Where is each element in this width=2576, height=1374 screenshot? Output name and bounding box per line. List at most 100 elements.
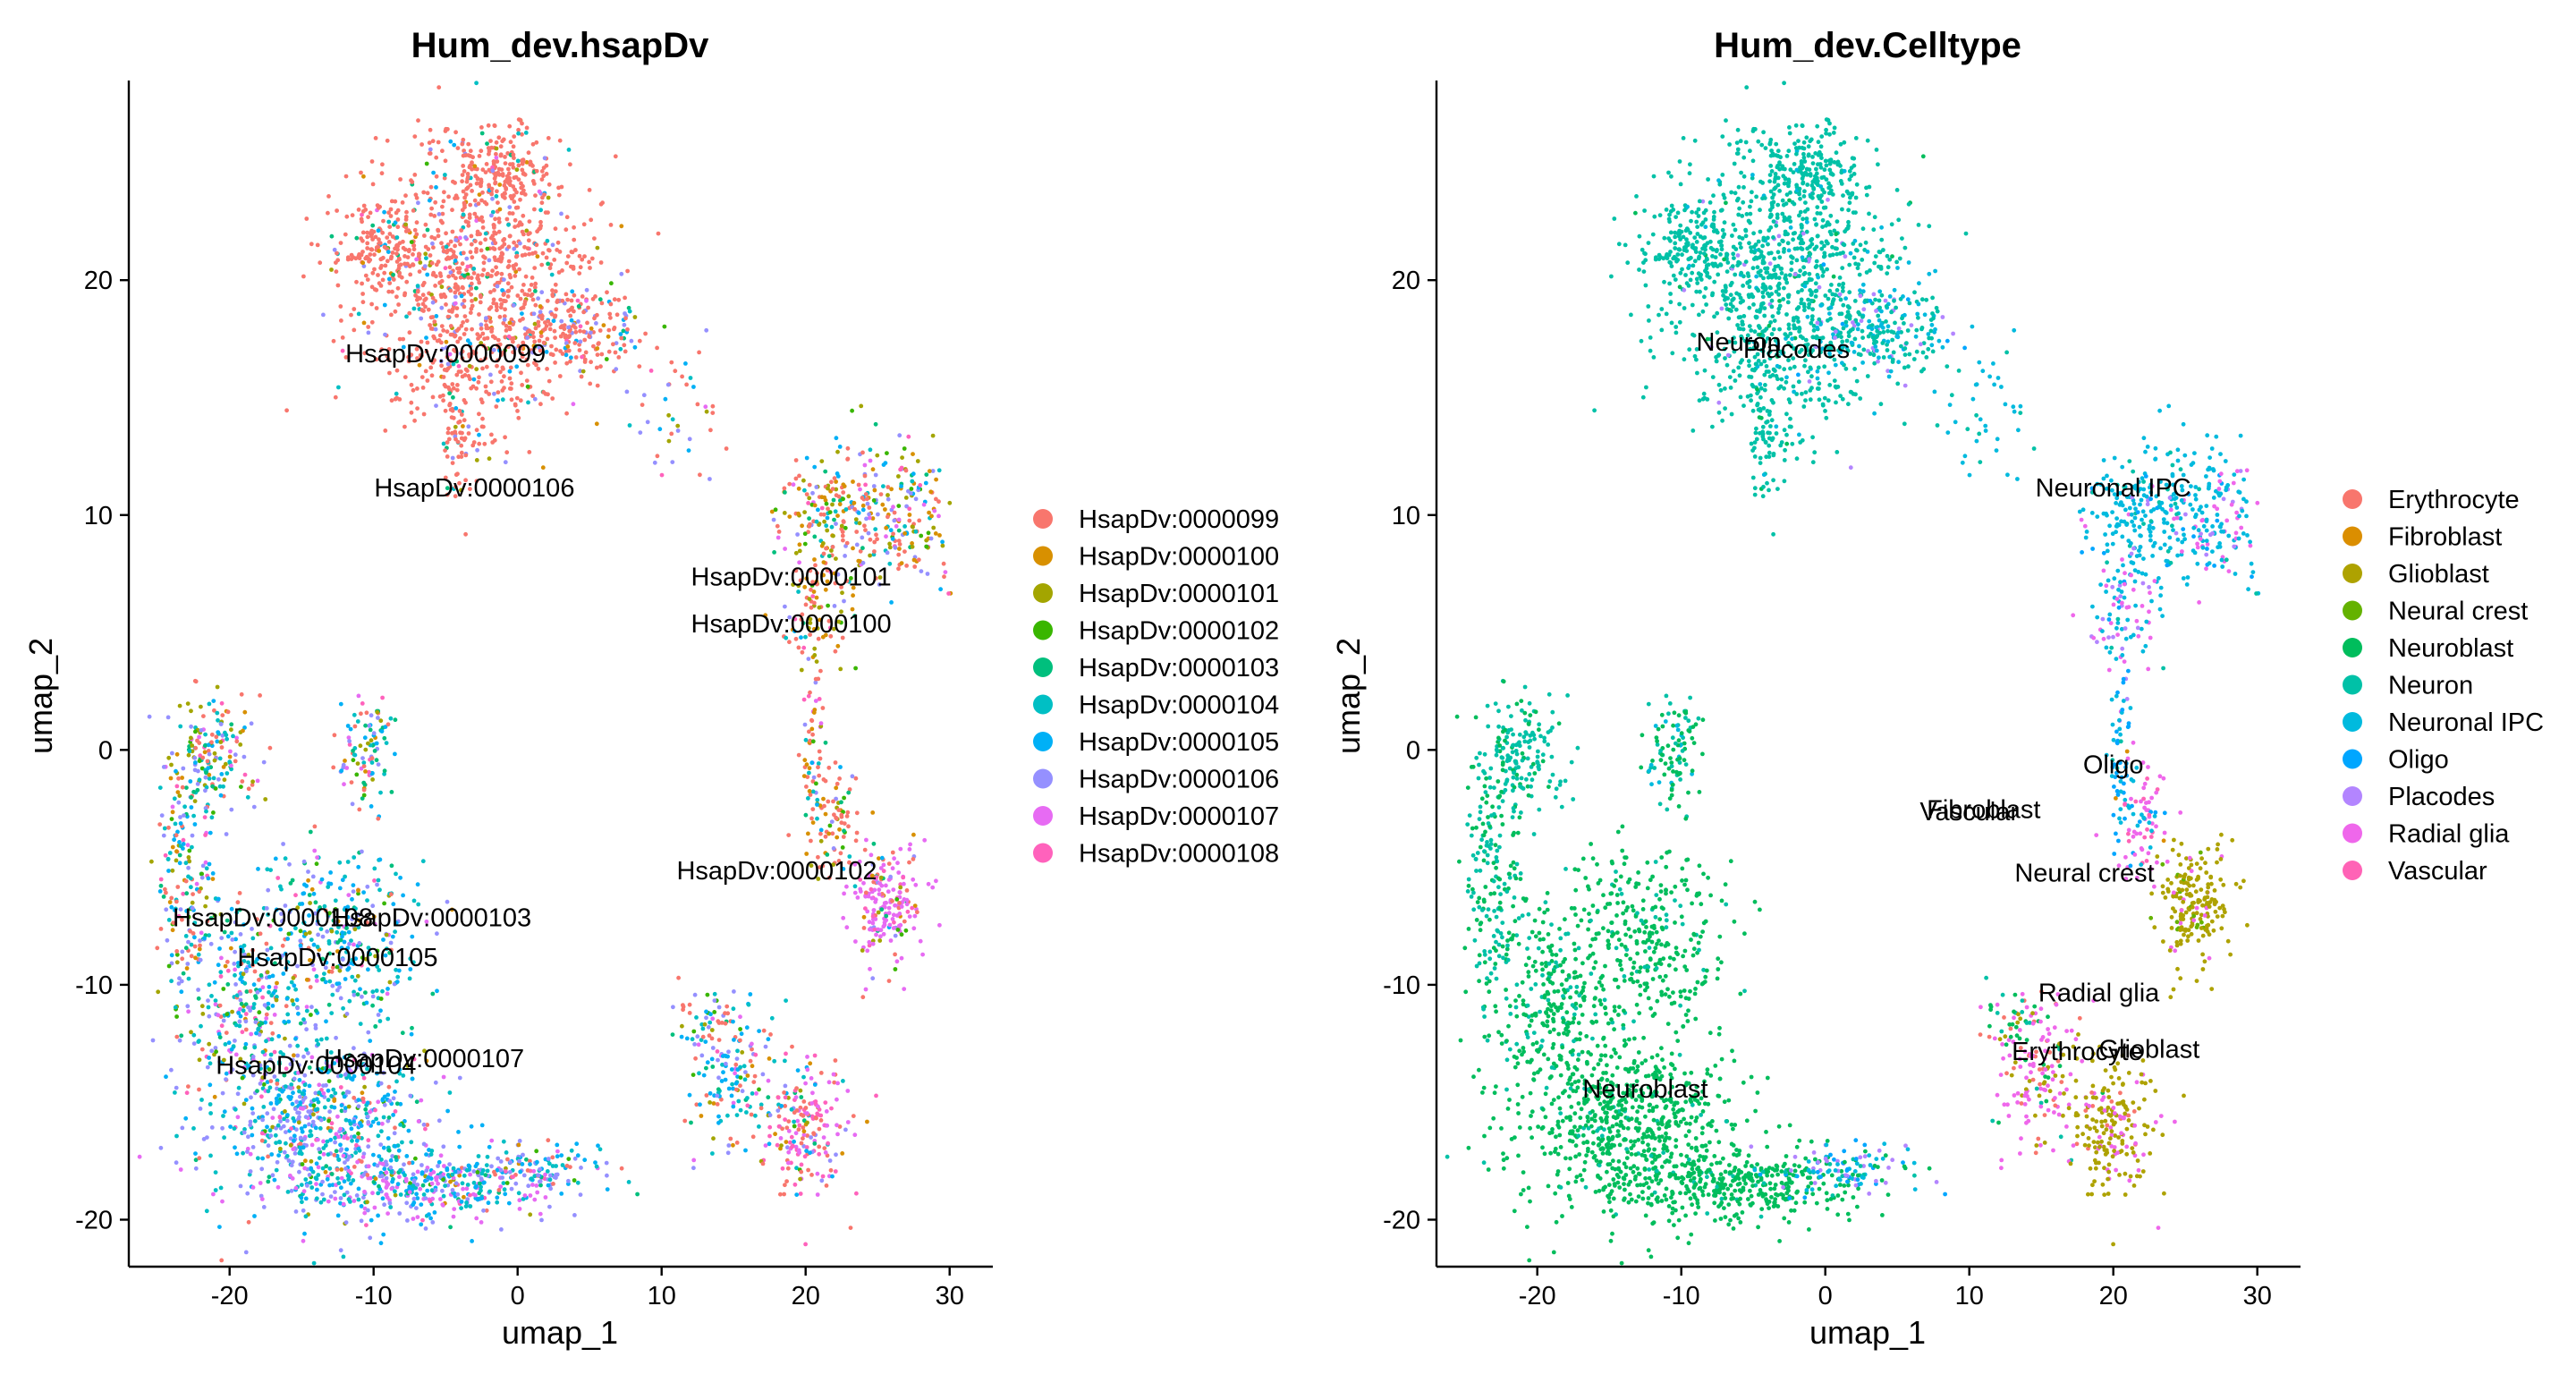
data-point [354, 279, 359, 284]
data-point [342, 1094, 347, 1099]
data-point [332, 1152, 337, 1158]
data-point [522, 244, 527, 250]
data-point [355, 761, 360, 766]
data-point [310, 1119, 316, 1124]
data-point [933, 531, 938, 536]
data-point [343, 977, 348, 981]
data-point [177, 1038, 182, 1043]
data-point [409, 400, 414, 405]
data-point [757, 1124, 761, 1129]
data-point [332, 1097, 337, 1102]
data-point [367, 723, 372, 728]
data-point [478, 300, 483, 305]
data-point [414, 257, 419, 262]
data-point [865, 948, 870, 954]
data-point [521, 232, 526, 237]
data-point [444, 345, 449, 351]
data-point [532, 321, 538, 327]
data-point [258, 973, 264, 978]
data-point [865, 496, 869, 502]
data-point [606, 334, 611, 339]
data-point [415, 295, 420, 301]
data-point [893, 545, 898, 550]
data-point [830, 831, 835, 836]
data-point [750, 1091, 755, 1096]
data-point [564, 1163, 570, 1168]
data-point [496, 1188, 502, 1192]
data-point [872, 927, 877, 932]
data-point [376, 244, 381, 250]
data-point [431, 270, 436, 276]
data-point [804, 1111, 809, 1115]
data-point [815, 1192, 820, 1197]
data-point [479, 1123, 485, 1128]
data-point [819, 1178, 825, 1183]
data-point [285, 1113, 290, 1117]
data-point [841, 496, 845, 502]
data-point [450, 382, 455, 386]
data-point [351, 1178, 356, 1183]
data-point [812, 1053, 818, 1058]
data-point [789, 1107, 794, 1112]
data-point [453, 484, 458, 489]
data-point [192, 944, 198, 949]
data-point [488, 290, 493, 294]
data-point [511, 165, 516, 170]
data-point [273, 985, 278, 990]
data-point [234, 1151, 240, 1157]
data-point [826, 1141, 830, 1146]
data-point [841, 915, 846, 920]
data-point [860, 546, 865, 551]
data-point [374, 287, 379, 293]
data-point [458, 275, 463, 280]
data-point [451, 386, 456, 391]
data-point [189, 954, 194, 959]
data-point [420, 386, 426, 390]
data-point [899, 955, 904, 961]
data-point [250, 936, 256, 941]
data-point [450, 229, 455, 234]
data-point [818, 1118, 824, 1123]
data-point [432, 214, 437, 218]
data-point [394, 871, 398, 877]
data-point [802, 531, 808, 537]
data-point [512, 199, 517, 204]
data-point [518, 117, 523, 123]
data-point [241, 1008, 246, 1014]
data-point [417, 269, 422, 274]
data-point [428, 365, 434, 370]
data-point [544, 172, 549, 176]
data-point [520, 131, 524, 137]
data-point [445, 1167, 450, 1173]
data-point [868, 537, 873, 542]
data-point [286, 931, 292, 937]
data-point [233, 1022, 239, 1028]
data-point [452, 142, 457, 148]
data-point [509, 381, 514, 386]
data-point [844, 884, 849, 889]
data-point [836, 808, 842, 812]
data-point [872, 488, 877, 493]
data-point [545, 367, 549, 371]
data-point [326, 885, 331, 889]
data-point [889, 600, 894, 605]
data-point [836, 619, 842, 624]
data-point [532, 360, 537, 366]
data-point [403, 215, 409, 219]
data-point [346, 1090, 352, 1095]
data-point [622, 322, 627, 327]
data-point [406, 1128, 411, 1133]
data-point [492, 391, 496, 396]
data-point [943, 570, 948, 574]
data-point [356, 1104, 361, 1109]
data-point [291, 1147, 296, 1151]
data-point [867, 512, 871, 517]
data-point [814, 781, 818, 786]
data-point [494, 146, 499, 151]
data-point [468, 250, 473, 255]
data-point [927, 469, 932, 474]
data-point [221, 784, 226, 789]
data-point [410, 934, 415, 939]
data-point [158, 877, 164, 882]
data-point [347, 739, 352, 743]
